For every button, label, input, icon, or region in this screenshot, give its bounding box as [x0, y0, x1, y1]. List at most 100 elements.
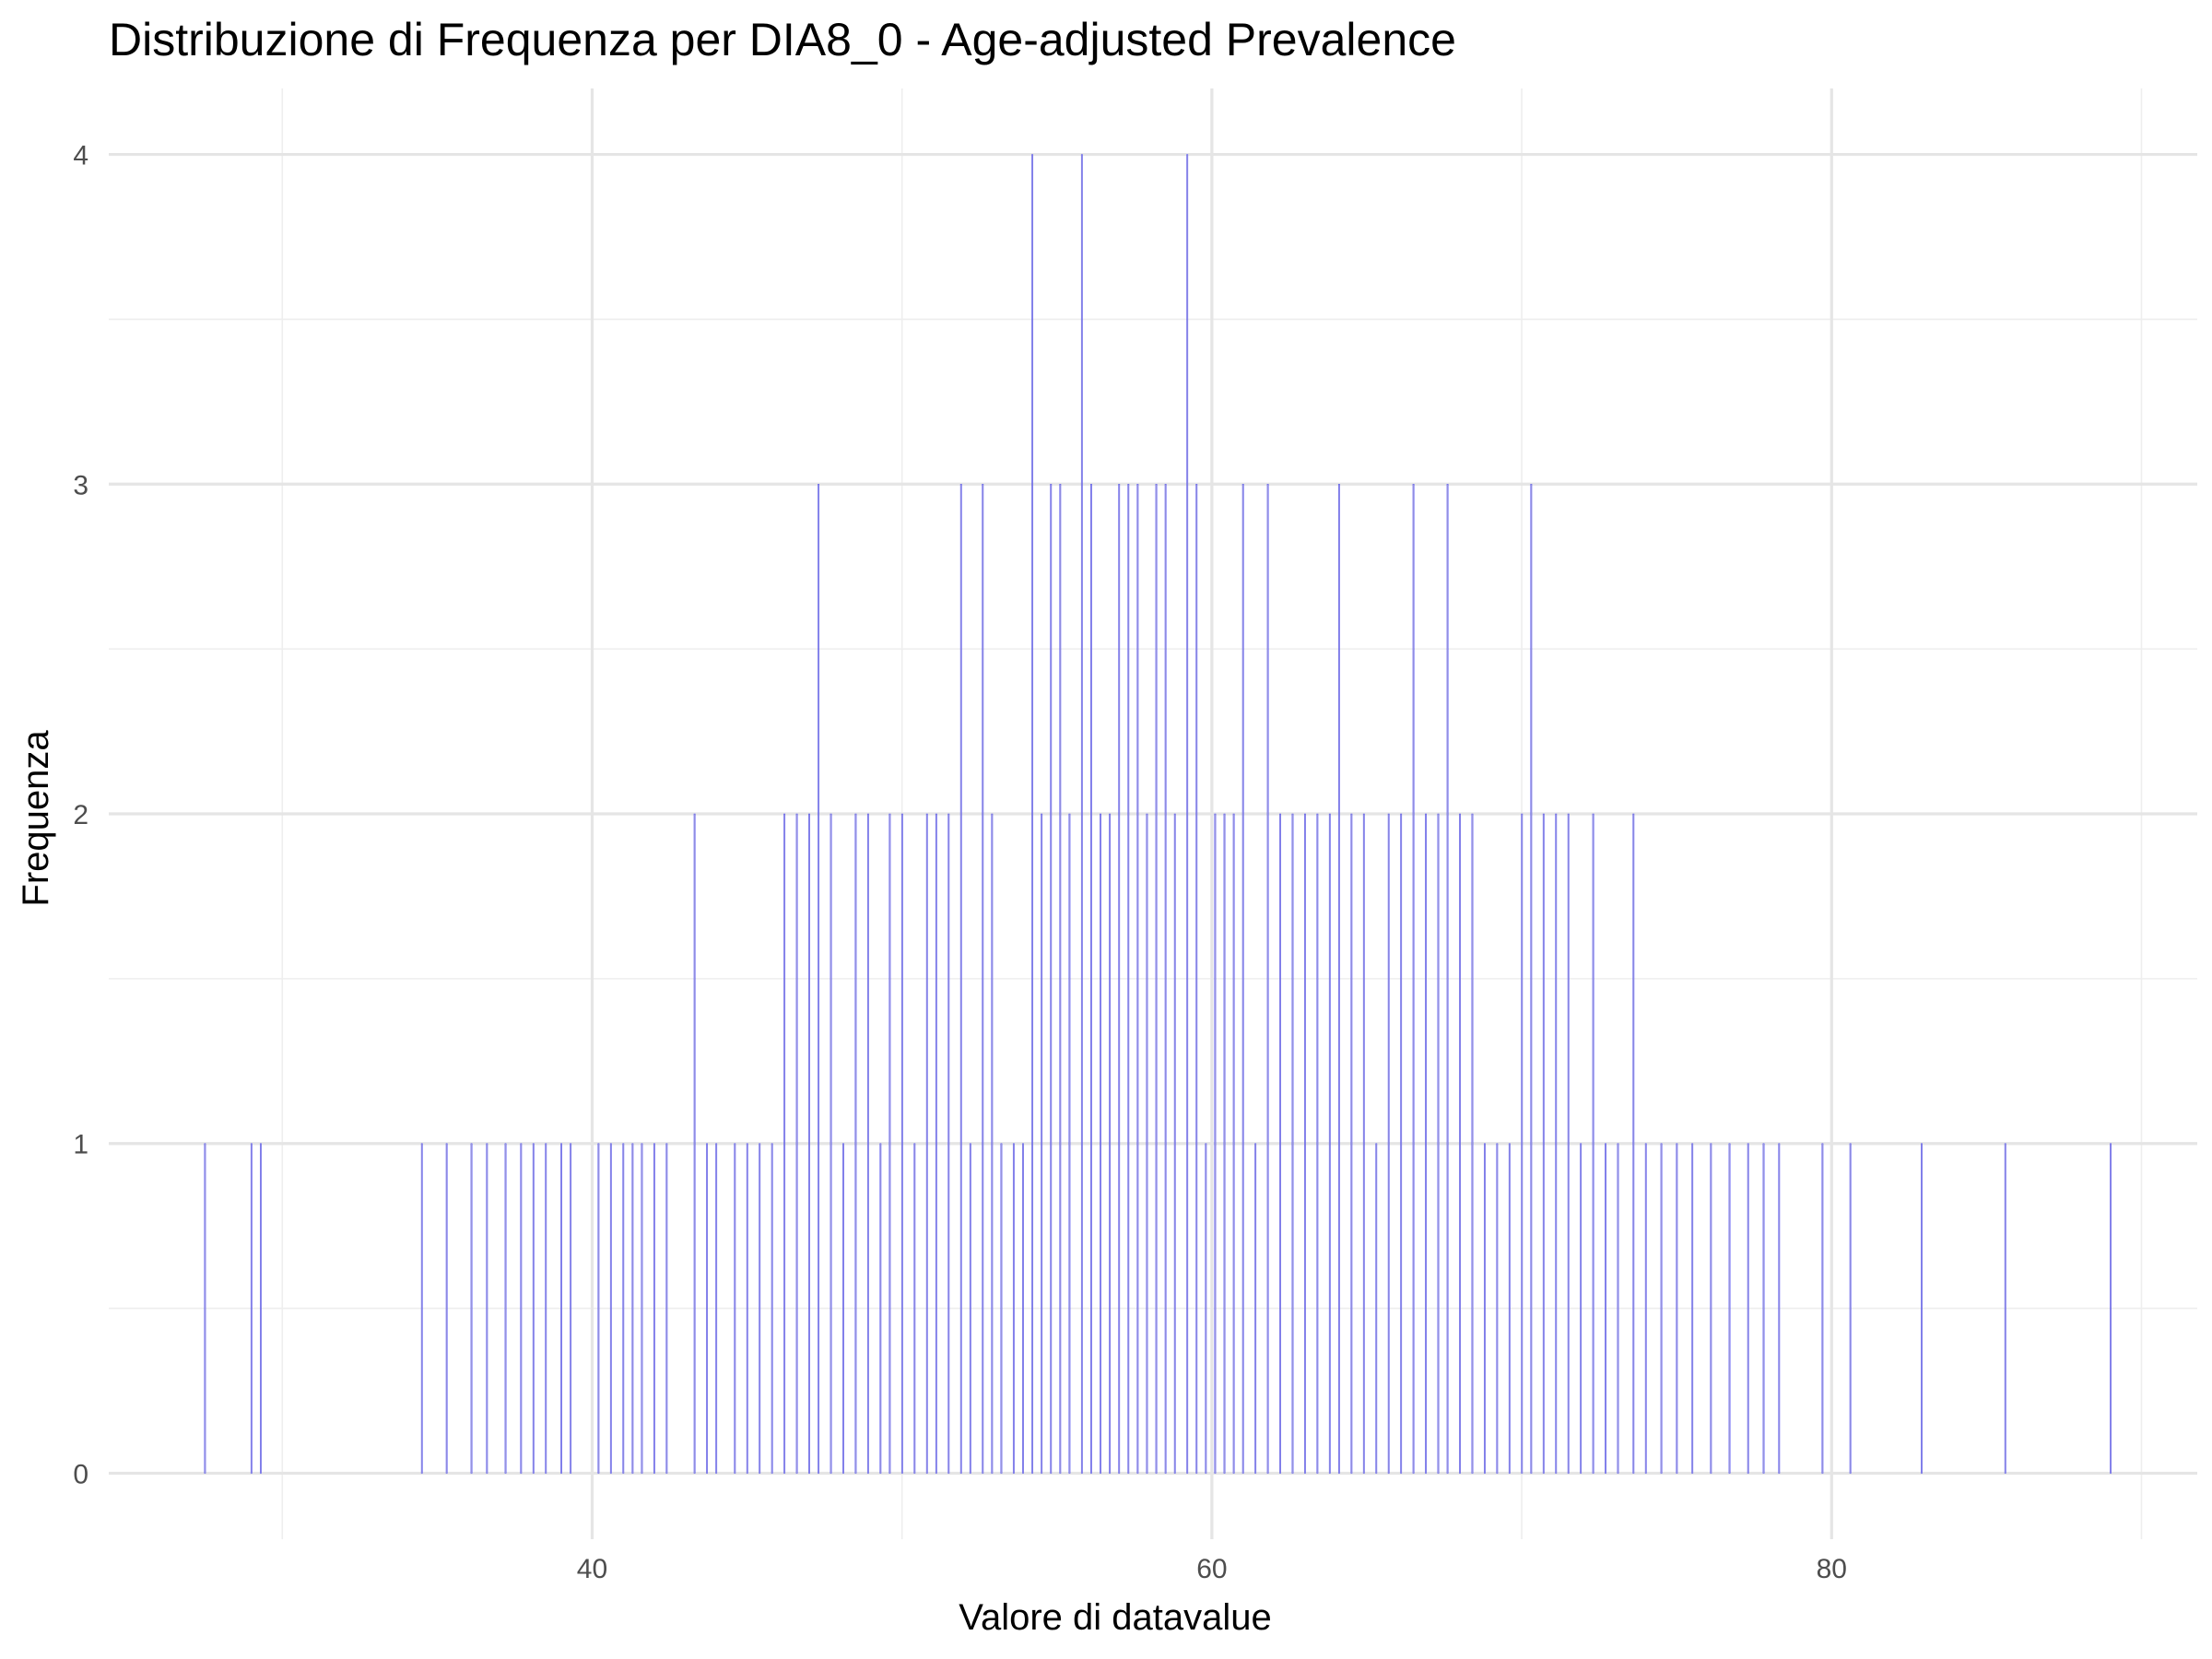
histogram-bar	[1031, 154, 1034, 1474]
x-tick-label: 40	[577, 1554, 607, 1584]
histogram-bar	[1849, 1143, 1852, 1474]
histogram-bar	[991, 813, 994, 1474]
histogram-bar	[504, 1143, 507, 1474]
histogram-bar	[1241, 484, 1244, 1474]
histogram-bar	[959, 484, 962, 1474]
histogram-bar	[1328, 813, 1331, 1474]
y-axis-title: Frequenza	[16, 730, 56, 907]
histogram-bar	[1000, 1143, 1003, 1474]
histogram-bar	[1337, 484, 1340, 1474]
histogram-bar	[1400, 813, 1403, 1474]
histogram-bar	[1291, 813, 1294, 1474]
histogram-bar	[1109, 813, 1112, 1474]
histogram-bar	[1710, 1143, 1712, 1474]
histogram-bar	[1266, 484, 1269, 1474]
y-axis-ticks: 0 1 2 3 4	[73, 141, 88, 1490]
histogram-bar	[1425, 813, 1428, 1474]
histogram-bar	[1483, 1143, 1486, 1474]
histogram-bar	[854, 813, 857, 1474]
histogram-bar	[653, 1143, 655, 1474]
histogram-bar	[420, 1143, 423, 1474]
histogram-bar	[1303, 813, 1306, 1474]
chart-title: Distribuzione di Frequenza per DIA8_0 - …	[109, 14, 1456, 65]
histogram-bar	[771, 1143, 773, 1474]
histogram-bar	[759, 1143, 761, 1474]
histogram-bar	[1155, 484, 1158, 1474]
histogram-bar	[1022, 1143, 1024, 1474]
y-tick-label: 3	[73, 470, 88, 500]
histogram-bar	[1080, 154, 1083, 1474]
histogram-bar	[545, 1143, 547, 1474]
histogram-bar	[1173, 813, 1176, 1474]
histogram-bar	[622, 1143, 625, 1474]
histogram-bar	[783, 813, 786, 1474]
histogram-bar	[830, 813, 832, 1474]
histogram-bar	[795, 813, 798, 1474]
histogram-bar	[1136, 484, 1139, 1474]
x-tick-label: 80	[1817, 1554, 1847, 1584]
histogram-bar	[665, 1143, 668, 1474]
histogram-bar	[808, 813, 810, 1474]
histogram-bar	[609, 1143, 612, 1474]
histogram-bar	[866, 813, 869, 1474]
y-tick-label: 4	[73, 141, 88, 171]
x-tick-label: 60	[1196, 1554, 1227, 1584]
histogram-bar	[947, 813, 950, 1474]
histogram-bar	[2110, 1143, 2112, 1474]
histogram-bar	[1316, 813, 1319, 1474]
histogram-bar	[1412, 484, 1415, 1474]
histogram-bar	[1350, 813, 1353, 1474]
histogram-bar	[1691, 1143, 1694, 1474]
histogram-bar	[1821, 1143, 1824, 1474]
x-axis-ticks: 40 60 80	[577, 1554, 1847, 1584]
histogram-bar	[1660, 1143, 1663, 1474]
histogram-bar	[1012, 1143, 1015, 1474]
histogram-bar	[888, 813, 891, 1474]
histogram-bar	[879, 1143, 882, 1474]
histogram-bar	[204, 1143, 206, 1474]
y-tick-label: 2	[73, 800, 88, 830]
histogram-bar	[1375, 1143, 1378, 1474]
histogram-bar	[1644, 1143, 1647, 1474]
histogram-bar	[1592, 813, 1594, 1474]
histogram-bar	[1567, 813, 1570, 1474]
histogram-bar	[1387, 813, 1390, 1474]
histogram-bar	[1921, 1143, 1923, 1474]
histogram-bar	[1530, 484, 1533, 1474]
histogram-bar	[1508, 1143, 1511, 1474]
histogram-bar	[1118, 484, 1121, 1474]
histogram-bar	[1195, 484, 1198, 1474]
histogram-bar	[1254, 1143, 1257, 1474]
histogram-bar	[445, 1143, 448, 1474]
histogram-bar	[693, 813, 696, 1474]
y-tick-label: 1	[73, 1130, 88, 1160]
histogram-bar	[1214, 813, 1217, 1474]
histogram-bar	[1747, 1143, 1749, 1474]
histogram-bar	[842, 1143, 844, 1474]
histogram-bar	[560, 1143, 563, 1474]
histogram-bar	[1050, 484, 1053, 1474]
histogram-bars	[204, 154, 2112, 1474]
x-axis-title: Valore di datavalue	[959, 1597, 1272, 1638]
histogram-bar	[1521, 813, 1524, 1474]
histogram-bar	[1605, 1143, 1607, 1474]
histogram-bar	[1555, 813, 1558, 1474]
histogram-bar	[1362, 813, 1365, 1474]
histogram-bar	[259, 1143, 262, 1474]
histogram-bar	[1186, 154, 1189, 1474]
histogram-bar	[715, 1143, 718, 1474]
y-tick-label: 0	[73, 1459, 88, 1489]
histogram-bar	[935, 813, 937, 1474]
histogram-bar	[470, 1143, 473, 1474]
histogram-bar	[1232, 813, 1235, 1474]
histogram-bar	[925, 813, 928, 1474]
histogram-bar	[1471, 813, 1474, 1474]
histogram-bar	[532, 1143, 535, 1474]
histogram-bar	[1446, 484, 1449, 1474]
histogram-bar	[1223, 813, 1226, 1474]
histogram-bar	[1459, 813, 1461, 1474]
histogram-bar	[1580, 1143, 1583, 1474]
histogram-bar	[1632, 813, 1635, 1474]
histogram-bar	[969, 1143, 971, 1474]
